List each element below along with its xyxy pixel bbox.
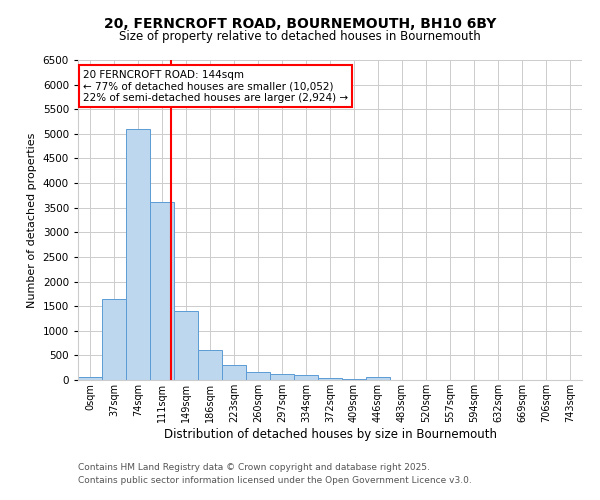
Bar bbox=[126, 129, 150, 380]
Text: Contains HM Land Registry data © Crown copyright and database right 2025.: Contains HM Land Registry data © Crown c… bbox=[78, 464, 430, 472]
Bar bbox=[198, 350, 222, 380]
Bar bbox=[150, 202, 174, 380]
Text: Size of property relative to detached houses in Bournemouth: Size of property relative to detached ho… bbox=[119, 30, 481, 43]
Bar bbox=[78, 377, 102, 380]
Y-axis label: Number of detached properties: Number of detached properties bbox=[27, 132, 37, 308]
Bar bbox=[246, 372, 270, 380]
Bar bbox=[102, 300, 126, 380]
Bar bbox=[366, 378, 390, 380]
Bar bbox=[318, 378, 342, 380]
Text: Contains public sector information licensed under the Open Government Licence v3: Contains public sector information licen… bbox=[78, 476, 472, 485]
Text: 20 FERNCROFT ROAD: 144sqm
← 77% of detached houses are smaller (10,052)
22% of s: 20 FERNCROFT ROAD: 144sqm ← 77% of detac… bbox=[83, 70, 348, 103]
Bar bbox=[294, 376, 318, 380]
Bar bbox=[342, 379, 366, 380]
Bar bbox=[270, 374, 294, 380]
X-axis label: Distribution of detached houses by size in Bournemouth: Distribution of detached houses by size … bbox=[163, 428, 497, 441]
Bar bbox=[174, 310, 198, 380]
Text: 20, FERNCROFT ROAD, BOURNEMOUTH, BH10 6BY: 20, FERNCROFT ROAD, BOURNEMOUTH, BH10 6B… bbox=[104, 18, 496, 32]
Bar bbox=[222, 364, 246, 380]
